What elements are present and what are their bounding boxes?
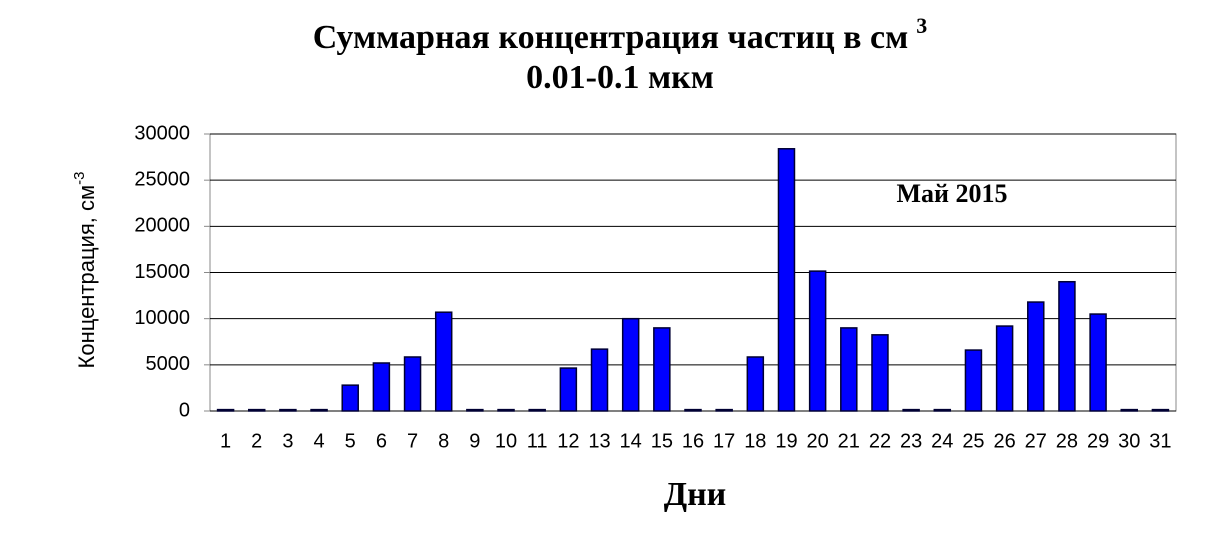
x-tick-label: 2 [251, 430, 262, 452]
bar [933, 408, 952, 412]
y-tick-label: 30000 [134, 122, 190, 144]
bar [653, 327, 671, 412]
bar [216, 408, 235, 412]
bar [310, 408, 328, 412]
bar [403, 356, 422, 412]
chart-title: Суммарная концентрация частиц в см 3 [313, 13, 928, 56]
x-tick-label: 20 [807, 430, 829, 452]
y-label-superscript: -3 [71, 172, 88, 185]
bar [871, 334, 889, 412]
bar [840, 327, 858, 412]
bar [559, 367, 578, 412]
x-tick-label: 19 [775, 430, 797, 452]
x-tick-label: 6 [376, 430, 387, 452]
title-superscript: 3 [916, 13, 927, 38]
x-tick-label: 30 [1118, 430, 1140, 452]
y-tick-label: 25000 [134, 168, 190, 190]
y-axis-label: Концентрация, см-3 [71, 172, 99, 369]
bar [746, 356, 765, 412]
title-text: Суммарная концентрация частиц в см [313, 19, 909, 56]
bar [621, 317, 640, 412]
bar [466, 408, 484, 412]
x-tick-label: 21 [838, 430, 860, 452]
x-tick-label: 7 [407, 430, 418, 452]
bar [964, 349, 983, 412]
y-tick-label: 20000 [134, 215, 190, 237]
x-tick-label: 11 [527, 430, 548, 452]
x-tick-label: 5 [345, 430, 356, 452]
x-tick-label: 26 [993, 430, 1015, 452]
x-tick-label: 29 [1087, 430, 1109, 452]
x-tick-label: 13 [588, 430, 610, 452]
bar [902, 408, 920, 412]
x-tick-label: 25 [962, 430, 984, 452]
bar [1151, 408, 1170, 412]
bar [528, 408, 546, 412]
bar [777, 148, 796, 412]
x-tick-label: 23 [900, 430, 922, 452]
x-axis-label: Дни [664, 476, 727, 513]
x-tick-label: 27 [1025, 430, 1047, 452]
y-tick-label: 10000 [134, 307, 190, 329]
bar [1120, 408, 1139, 412]
y-label-text: Концентрация, см [74, 185, 99, 369]
x-tick-label: 16 [682, 430, 704, 452]
x-tick-label: 18 [744, 430, 766, 452]
x-tick-label: 15 [651, 430, 673, 452]
chart-subtitle: 0.01-0.1 мкм [526, 59, 714, 96]
x-tick-label: 1 [220, 430, 231, 452]
bar [684, 408, 702, 412]
bar [1089, 313, 1107, 412]
x-tick-label: 31 [1149, 430, 1171, 452]
x-tick-label: 8 [438, 430, 449, 452]
bar [590, 348, 609, 412]
bar [715, 408, 733, 412]
bar [434, 311, 453, 412]
x-tick-label: 22 [869, 430, 891, 452]
bar [1058, 280, 1076, 412]
x-tick-label: 17 [713, 430, 735, 452]
bar [372, 362, 391, 412]
y-tick-label: 0 [179, 399, 190, 421]
bar [995, 325, 1014, 412]
bar [247, 408, 266, 412]
x-tick-label: 9 [469, 430, 480, 452]
annotation: Май 2015 [896, 179, 1007, 208]
bar [497, 408, 515, 412]
bar [279, 408, 297, 412]
x-tick-label: 10 [495, 430, 517, 452]
y-tick-label: 15000 [134, 261, 190, 283]
y-tick-label: 5000 [146, 353, 191, 375]
x-tick-label: 14 [620, 430, 642, 452]
x-tick-label: 4 [314, 430, 325, 452]
x-tick-label: 3 [282, 430, 293, 452]
bar [808, 270, 827, 412]
x-tick-label: 28 [1056, 430, 1078, 452]
x-tick-label: 12 [557, 430, 579, 452]
x-tick-label: 24 [931, 430, 953, 452]
bar [341, 384, 359, 412]
bar [1027, 301, 1045, 412]
